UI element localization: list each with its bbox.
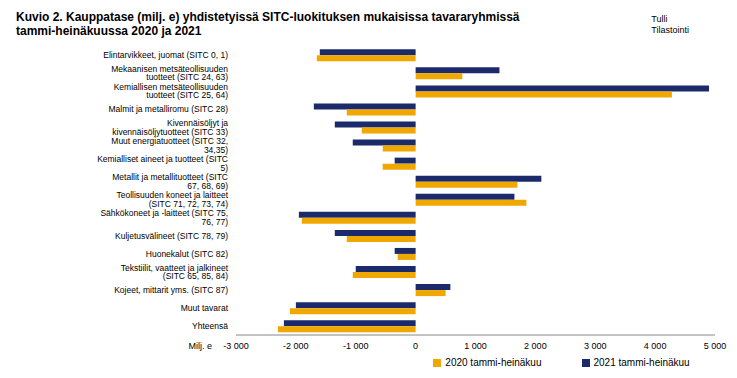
svg-text:Mekaanisen metsäteollisuudentu: Mekaanisen metsäteollisuudentuotteet (SI… [111, 64, 228, 83]
svg-text:-2 000: -2 000 [283, 341, 309, 351]
svg-text:Milj. e: Milj. e [188, 341, 212, 351]
svg-text:Elintarvikkeet, juomat (SITC 0: Elintarvikkeet, juomat (SITC 0, 1) [103, 50, 228, 60]
svg-text:Metallit ja metallituotteet (S: Metallit ja metallituotteet (SITC67, 68,… [112, 172, 228, 191]
svg-text:0: 0 [413, 341, 418, 351]
svg-text:Muut tavarat: Muut tavarat [181, 303, 229, 313]
svg-text:2 000: 2 000 [524, 341, 547, 351]
svg-text:-3 000: -3 000 [223, 341, 249, 351]
svg-text:1 000: 1 000 [464, 341, 487, 351]
svg-text:5 000: 5 000 [704, 341, 727, 351]
svg-text:3 000: 3 000 [584, 341, 607, 351]
html-text:Tilastointi: Tilastointi [651, 25, 689, 35]
svg-text:Tekstiilit, vaatteet ja jalkin: Tekstiilit, vaatteet ja jalkineet(SITC 6… [121, 263, 229, 282]
svg-text:Teollisuuden koneet ja laittee: Teollisuuden koneet ja laitteet(SITC 71,… [116, 190, 228, 209]
svg-text:4 000: 4 000 [644, 341, 667, 351]
svg-text:Malmit ja metalliromu (SITC 28: Malmit ja metalliromu (SITC 28) [109, 104, 229, 114]
html-text:Kuvio 2. Kauppatase (milj. e): Kuvio 2. Kauppatase (milj. e) yhdistetyi… [16, 10, 520, 38]
svg-text:Kemialliset aineet ja tuotteet: Kemialliset aineet ja tuotteet (SITC5) [97, 154, 228, 173]
html-text:2021 tammi-heinäkuu: 2021 tammi-heinäkuu [593, 357, 690, 368]
svg-text:Sähkökoneet ja -laitteet (SITC: Sähkökoneet ja -laitteet (SITC 75,76, 77… [100, 208, 228, 227]
svg-text:Kojeet, mittarit yms. (SITC 87: Kojeet, mittarit yms. (SITC 87) [114, 285, 228, 295]
svg-text:Muut energiatuotteet (SITC 32,: Muut energiatuotteet (SITC 32,34,35) [111, 136, 228, 155]
svg-text:Kivennäisöljyt jakivennäisöljy: Kivennäisöljyt jakivennäisöljytuotteet (… [112, 118, 228, 137]
svg-text:Kuljetusvälineet (SITC 78, 79): Kuljetusvälineet (SITC 78, 79) [115, 231, 228, 241]
html-text:2020 tammi-heinäkuu: 2020 tammi-heinäkuu [445, 357, 542, 368]
svg-text:-1 000: -1 000 [343, 341, 369, 351]
html-text:Tulli: Tulli [651, 14, 668, 24]
svg-text:Huonekalut (SITC 82): Huonekalut (SITC 82) [146, 249, 228, 259]
svg-text:Kemiallisen metsäteollisuudent: Kemiallisen metsäteollisuudentuotteet (S… [114, 82, 229, 101]
svg-text:Yhteensä: Yhteensä [192, 321, 228, 331]
